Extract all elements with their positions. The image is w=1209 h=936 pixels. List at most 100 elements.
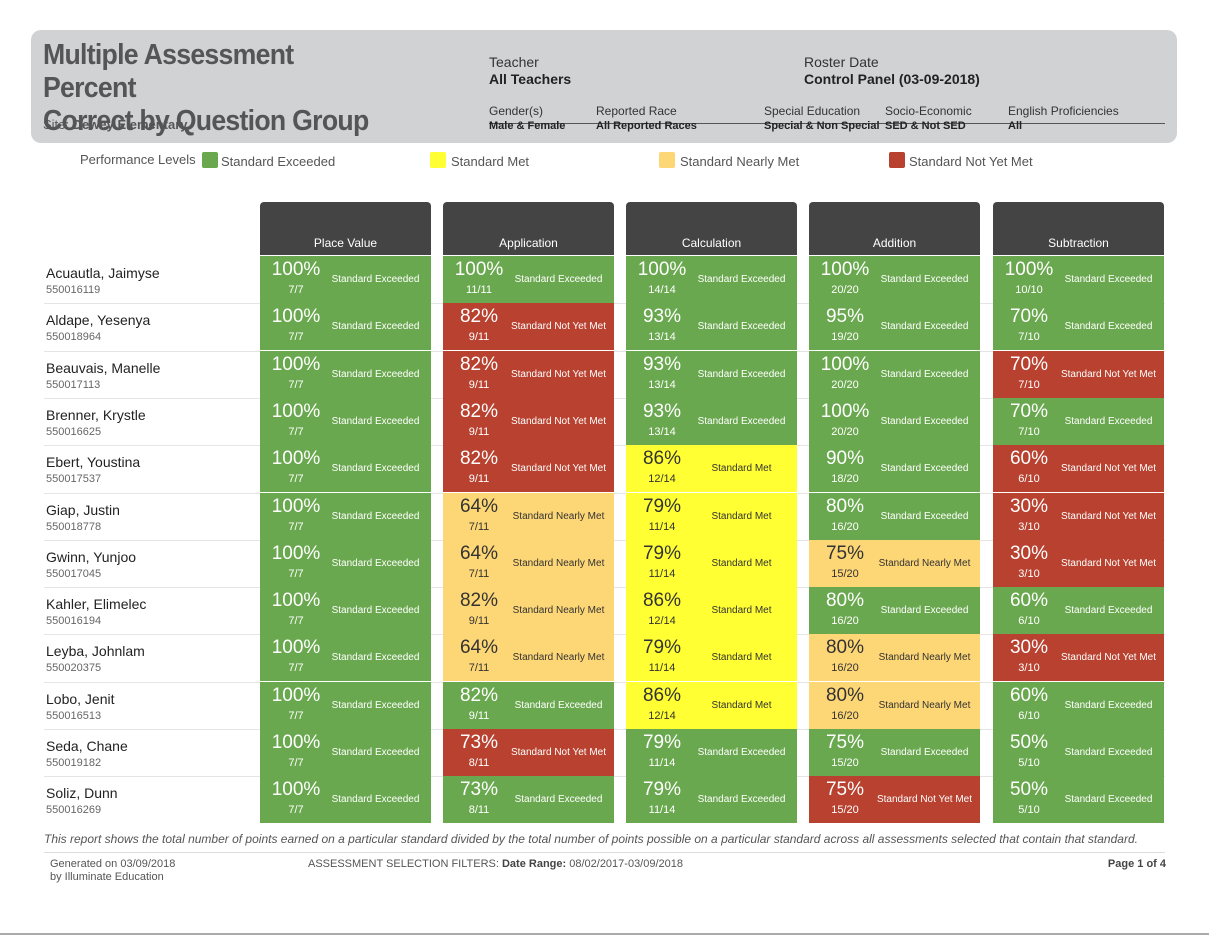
score-fraction: 6/10 — [1018, 710, 1040, 722]
score-fraction: 7/7 — [288, 426, 304, 438]
student-name-cell: Aldape, Yesenya 550018964 — [46, 312, 150, 343]
score-fraction: 3/10 — [1018, 662, 1040, 674]
performance-level: Standard Exceeded — [331, 321, 420, 332]
performance-legend: Performance Levels Standard Exceeded Sta… — [0, 152, 1209, 172]
score-fraction: 7/7 — [288, 710, 304, 722]
performance-level: Standard Exceeded — [1064, 794, 1153, 805]
score-percent: 100% — [271, 590, 321, 611]
score-cell: 100% 11/11 Standard Exceeded — [443, 256, 614, 303]
column-header-addition: Addition — [809, 202, 980, 255]
score-fraction: 9/11 — [468, 615, 490, 627]
student-name: Seda, Chane — [46, 738, 128, 754]
score-percent: 64% — [459, 496, 499, 517]
score-cell: 100% 20/20 Standard Exceeded — [809, 351, 980, 398]
performance-level: Standard Not Yet Met — [1060, 463, 1157, 474]
score-cell: 86% 12/14 Standard Met — [626, 445, 797, 492]
performance-level: Standard Exceeded — [880, 605, 969, 616]
score-percent: 60% — [1009, 448, 1049, 469]
student-name: Giap, Justin — [46, 502, 120, 518]
score-percent: 82% — [459, 590, 499, 611]
student-name: Aldape, Yesenya — [46, 312, 151, 328]
performance-level: Standard Exceeded — [697, 274, 786, 285]
generated-info: Generated on 03/09/2018 by Illuminate Ed… — [50, 858, 175, 884]
student-name-cell: Ebert, Youstina 550017537 — [46, 454, 140, 485]
score-cell: 70% 7/10 Standard Exceeded — [993, 398, 1164, 445]
performance-level: Standard Met — [711, 700, 772, 711]
score-percent: 100% — [820, 354, 870, 375]
score-cell: 100% 7/7 Standard Exceeded — [260, 587, 431, 634]
performance-level: Standard Exceeded — [697, 369, 786, 380]
performance-level: Standard Met — [711, 511, 772, 522]
score-fraction: 20/20 — [831, 284, 859, 296]
performance-level: Standard Exceeded — [331, 511, 420, 522]
score-cell: 90% 18/20 Standard Exceeded — [809, 445, 980, 492]
score-fraction: 13/14 — [648, 379, 676, 391]
report-footnote: This report shows the total number of po… — [44, 832, 1138, 846]
student-name-cell: Brenner, Krystle 550016625 — [46, 407, 146, 438]
score-cell: 95% 19/20 Standard Exceeded — [809, 303, 980, 350]
score-fraction: 5/10 — [1018, 804, 1040, 816]
score-percent: 50% — [1009, 779, 1049, 800]
score-fraction: 16/20 — [831, 521, 859, 533]
score-fraction: 7/7 — [288, 521, 304, 533]
score-cell: 30% 3/10 Standard Not Yet Met — [993, 634, 1164, 681]
performance-level: Standard Not Yet Met — [1060, 369, 1157, 380]
roster-date-value: Control Panel (03-09-2018) — [804, 71, 980, 87]
performance-level: Standard Exceeded — [1064, 605, 1153, 616]
score-fraction: 15/20 — [831, 804, 859, 816]
score-fraction: 7/7 — [288, 757, 304, 769]
score-cell: 100% 14/14 Standard Exceeded — [626, 256, 797, 303]
performance-level: Standard Nearly Met — [878, 700, 971, 711]
score-fraction: 16/20 — [831, 615, 859, 627]
legend-label-notyet: Standard Not Yet Met — [909, 154, 1033, 169]
performance-level: Standard Exceeded — [880, 369, 969, 380]
score-cell: 75% 15/20 Standard Nearly Met — [809, 540, 980, 587]
student-name: Leyba, Johnlam — [46, 643, 145, 659]
performance-level: Standard Nearly Met — [878, 652, 971, 663]
score-cell: 50% 5/10 Standard Exceeded — [993, 729, 1164, 776]
student-id: 550016269 — [46, 804, 102, 816]
legend-swatch-met — [430, 152, 446, 168]
score-cell: 79% 11/14 Standard Met — [626, 634, 797, 681]
performance-level: Standard Met — [711, 652, 772, 663]
score-cell: 80% 16/20 Standard Exceeded — [809, 493, 980, 540]
score-fraction: 12/14 — [648, 615, 676, 627]
column-header-place-value: Place Value — [260, 202, 431, 255]
score-fraction: 9/11 — [468, 473, 490, 485]
score-fraction: 3/10 — [1018, 568, 1040, 580]
score-fraction: 7/7 — [288, 473, 304, 485]
performance-level: Standard Not Yet Met — [510, 369, 607, 380]
score-fraction: 7/7 — [288, 284, 304, 296]
performance-level: Standard Exceeded — [697, 416, 786, 427]
generated-by: by Illuminate Education — [50, 871, 164, 883]
performance-level: Standard Nearly Met — [512, 652, 605, 663]
score-percent: 93% — [642, 306, 682, 327]
score-cell: 60% 6/10 Standard Exceeded — [993, 587, 1164, 634]
score-percent: 82% — [459, 685, 499, 706]
score-percent: 100% — [271, 354, 321, 375]
score-cell: 60% 6/10 Standard Not Yet Met — [993, 445, 1164, 492]
score-cell: 100% 7/7 Standard Exceeded — [260, 493, 431, 540]
performance-level: Standard Exceeded — [697, 794, 786, 805]
score-percent: 75% — [825, 732, 865, 753]
performance-level: Standard Not Yet Met — [510, 416, 607, 427]
socio-economic-value: SED & Not SED — [885, 120, 966, 132]
score-percent: 82% — [459, 306, 499, 327]
score-fraction: 14/14 — [648, 284, 676, 296]
english-proficiency-value: All — [1008, 120, 1023, 132]
score-percent: 79% — [642, 732, 682, 753]
title-line-2: Correct by Question Group — [43, 105, 369, 137]
student-name-cell: Kahler, Elimelec 550016194 — [46, 596, 146, 627]
score-cell: 82% 9/11 Standard Not Yet Met — [443, 398, 614, 445]
score-fraction: 3/10 — [1018, 521, 1040, 533]
score-percent: 80% — [825, 496, 865, 517]
score-percent: 93% — [642, 401, 682, 422]
score-percent: 82% — [459, 401, 499, 422]
legend-label-met: Standard Met — [451, 154, 530, 169]
student-name-cell: Gwinn, Yunjoo 550017045 — [46, 549, 136, 580]
score-percent: 73% — [459, 732, 499, 753]
score-percent: 86% — [642, 685, 682, 706]
legend-swatch-notyet — [889, 152, 905, 168]
score-fraction: 7/7 — [288, 615, 304, 627]
score-cell: 79% 11/14 Standard Met — [626, 493, 797, 540]
